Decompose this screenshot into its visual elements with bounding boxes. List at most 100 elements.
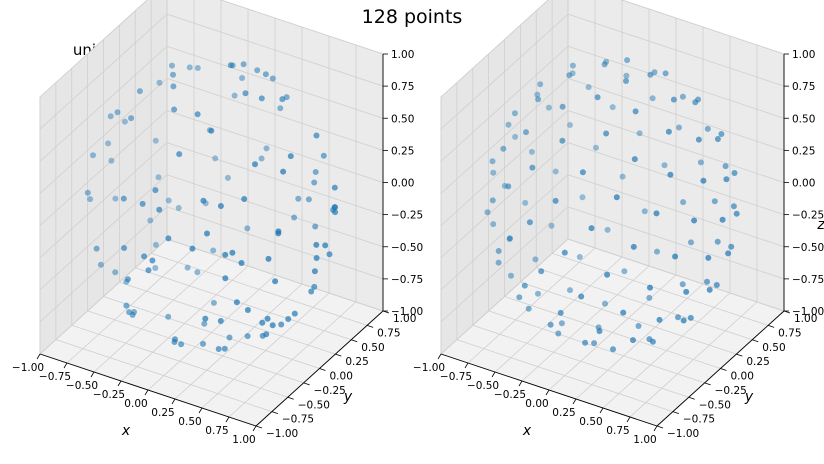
data-point <box>244 333 251 340</box>
data-point <box>326 251 333 258</box>
data-point <box>545 104 552 111</box>
data-point <box>579 169 586 176</box>
data-point <box>120 195 127 202</box>
data-point <box>521 282 528 289</box>
tick-label: −0.75 <box>440 371 472 383</box>
data-point <box>547 321 554 328</box>
data-point <box>728 243 735 250</box>
data-point <box>233 299 240 306</box>
data-point <box>683 288 690 295</box>
data-point <box>636 130 643 137</box>
tick-label: 1.00 <box>232 434 255 446</box>
data-point <box>585 84 592 91</box>
data-point <box>653 210 660 217</box>
data-point <box>561 249 568 256</box>
data-point <box>516 294 523 301</box>
z-gridline <box>166 13 384 87</box>
data-point <box>495 259 502 266</box>
data-point <box>175 205 182 211</box>
tick-label: −0.75 <box>282 414 314 426</box>
data-point <box>171 106 178 113</box>
tick-label: −0.75 <box>39 371 71 383</box>
data-point <box>609 104 616 111</box>
data-point <box>121 245 128 251</box>
axes-panes <box>437 0 791 432</box>
data-point <box>229 62 236 69</box>
data-point <box>623 72 630 79</box>
data-point <box>675 314 681 321</box>
z-gridline <box>166 77 384 151</box>
tick-label: 0.25 <box>151 407 174 419</box>
data-point <box>601 61 608 68</box>
data-point <box>623 78 629 84</box>
x-tick <box>491 371 496 378</box>
data-point <box>291 214 298 221</box>
data-point <box>231 92 238 99</box>
data-point <box>265 255 272 262</box>
data-point <box>700 177 707 184</box>
data-point <box>641 208 648 215</box>
data-point <box>559 103 566 110</box>
data-point <box>200 197 207 204</box>
tick-label: −0.25 <box>715 385 747 397</box>
z-gridline <box>39 13 168 130</box>
data-point <box>692 99 699 106</box>
data-point <box>649 95 656 102</box>
data-point <box>588 225 595 232</box>
tick-label: 0.50 <box>391 113 414 125</box>
panel-uniform-random: uniform_spherical_random_surface −1.00−1… <box>12 0 423 446</box>
data-point <box>320 152 327 159</box>
tick-label: 0.50 <box>178 416 201 428</box>
data-point <box>254 67 261 74</box>
data-point <box>582 339 589 346</box>
y-tick <box>752 339 759 343</box>
tick-label: 0.00 <box>792 178 815 190</box>
data-point <box>706 286 713 293</box>
data-point <box>97 261 104 268</box>
data-point <box>523 129 529 136</box>
z-axis-label: z <box>816 217 824 233</box>
y-gridline <box>119 281 336 355</box>
tick-label: 0.25 <box>792 145 815 157</box>
data-point <box>105 140 112 147</box>
data-point <box>594 94 601 101</box>
data-point <box>512 133 519 140</box>
data-point <box>631 156 638 163</box>
data-point <box>511 110 518 117</box>
data-point <box>505 121 512 128</box>
data-point <box>280 168 287 175</box>
z-gridline <box>166 45 384 119</box>
y-tick <box>382 310 390 314</box>
data-point <box>269 75 276 82</box>
tick-label: −1.00 <box>792 306 824 318</box>
data-point <box>170 71 176 78</box>
x-gridline <box>174 283 303 400</box>
data-point <box>646 294 653 301</box>
y-gridline <box>103 296 320 369</box>
y-tick <box>351 339 358 343</box>
data-point <box>731 170 738 176</box>
panel-golden-spiral: golden_spiral_grid −1.00−1.00−1.00−0.75−… <box>413 0 824 446</box>
data-point <box>262 71 269 78</box>
y-tick <box>319 368 326 371</box>
data-point <box>189 245 196 252</box>
data-point <box>695 136 702 143</box>
data-point <box>312 169 319 175</box>
z-gridline <box>219 0 384 55</box>
data-point <box>277 105 284 112</box>
tick-label: 0.75 <box>606 425 629 437</box>
tick-label: −0.50 <box>66 380 98 392</box>
data-point <box>331 204 338 211</box>
y-tick <box>287 396 294 400</box>
data-point <box>532 256 539 263</box>
data-point <box>242 90 249 97</box>
tick-label: 0.25 <box>552 407 575 419</box>
data-point <box>222 251 229 258</box>
data-point <box>147 217 154 224</box>
data-point <box>176 151 183 158</box>
tick-label: 0.75 <box>205 425 228 437</box>
y-tick <box>271 411 279 415</box>
data-point <box>210 247 217 254</box>
y-tick <box>656 425 664 429</box>
data-point <box>84 189 91 196</box>
